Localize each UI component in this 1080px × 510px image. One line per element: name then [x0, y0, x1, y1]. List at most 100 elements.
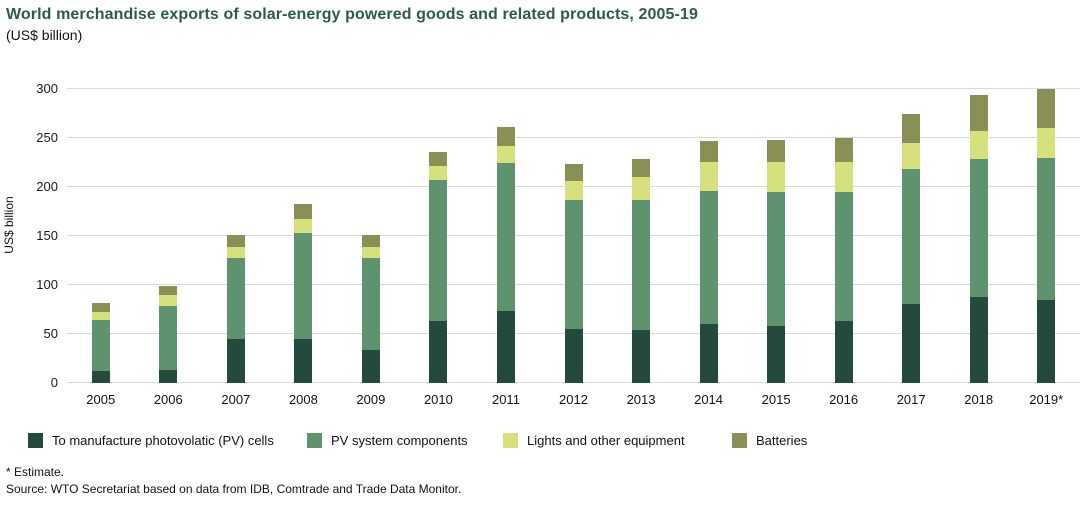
y-tick-250: 250	[36, 130, 58, 145]
bar-segment	[564, 181, 583, 200]
x-tick-2012: 2012	[559, 392, 588, 407]
legend-label: To manufacture photovolatic (PV) cells	[52, 433, 274, 448]
y-tick-0: 0	[50, 375, 58, 390]
bar-segment	[834, 161, 853, 192]
x-tick-2007: 2007	[221, 392, 251, 407]
bar-segment	[429, 180, 448, 322]
bar-segment	[564, 163, 583, 182]
legend-item: Lights and other equipment	[503, 433, 685, 448]
bar-segment	[1037, 89, 1056, 129]
x-tick-2008: 2008	[288, 392, 318, 407]
bar-segment	[767, 191, 786, 327]
bar-segment	[632, 177, 651, 200]
bar-segment	[496, 311, 515, 383]
bar-segment	[226, 235, 245, 247]
y-tick-100: 100	[36, 277, 58, 292]
bar-segment	[294, 203, 313, 220]
bar-2007	[226, 235, 245, 383]
bar-segment	[632, 199, 651, 331]
bar-segment	[361, 257, 380, 350]
bar-segment	[902, 113, 921, 143]
bar-segment	[834, 321, 853, 383]
bar-segment	[226, 338, 245, 383]
x-tick-2005: 2005	[86, 392, 116, 407]
bar-2008	[294, 203, 313, 383]
bar-segment	[969, 296, 988, 383]
bar-segment	[159, 370, 178, 383]
bar-segment	[699, 324, 718, 383]
bar-2013	[632, 158, 651, 383]
gridline-300	[67, 88, 1080, 89]
bar-segment	[226, 257, 245, 339]
legend-label: PV system components	[331, 433, 468, 448]
bar-segment	[902, 142, 921, 170]
bar-segment	[902, 169, 921, 304]
x-tick-2018: 2018	[964, 392, 994, 407]
gridline-250	[67, 137, 1080, 138]
y-tick-50: 50	[43, 326, 58, 341]
x-tick-2006: 2006	[153, 392, 183, 407]
legend: To manufacture photovolatic (PV) cells PV…	[0, 433, 1080, 451]
bar-2005	[91, 302, 110, 383]
bar-segment	[159, 305, 178, 371]
bar-segment	[1037, 299, 1056, 383]
bar-2010	[429, 151, 448, 383]
bar-segment	[699, 140, 718, 162]
bar-segment	[91, 302, 110, 313]
bar-segment	[429, 166, 448, 181]
legend-item: Batteries	[732, 433, 807, 448]
bar-segment	[429, 151, 448, 167]
bar-segment	[834, 138, 853, 162]
bar-segment	[496, 127, 515, 146]
x-axis: 2005 2006 2007 2008 2009 2010 2011 2012 2013 2014…	[67, 392, 1080, 410]
bar-segment	[767, 140, 786, 162]
bar-segment	[361, 246, 380, 258]
legend-swatch	[307, 433, 322, 448]
bar-2011	[496, 127, 515, 383]
bar-segment	[429, 321, 448, 383]
y-axis: 0 50 100 150 200 250 300	[0, 81, 58, 390]
bar-2017	[902, 113, 921, 383]
bar-segment	[361, 349, 380, 383]
bar-segment	[969, 158, 988, 297]
x-tick-2009: 2009	[356, 392, 386, 407]
bar-segment	[969, 131, 988, 159]
bar-2014	[699, 140, 718, 383]
x-tick-2013: 2013	[626, 392, 656, 407]
bar-segment	[699, 161, 718, 191]
bar-segment	[496, 145, 515, 163]
legend-item: To manufacture photovolatic (PV) cells	[28, 433, 274, 448]
x-tick-2019: 2019*	[1029, 392, 1064, 407]
y-tick-150: 150	[36, 228, 58, 243]
bar-segment	[1037, 128, 1056, 158]
footnote-estimate: * Estimate.	[6, 465, 65, 479]
plot-area	[67, 88, 1080, 383]
bar-segment	[767, 161, 786, 192]
bar-segment	[632, 330, 651, 383]
bar-2009	[361, 235, 380, 383]
bar-segment	[902, 303, 921, 383]
bar-segment	[91, 371, 110, 383]
chart-subtitle: (US$ billion)	[6, 27, 83, 43]
x-tick-2011: 2011	[491, 392, 520, 407]
legend-swatch	[503, 433, 518, 448]
chart-title: World merchandise exports of solar-energ…	[6, 6, 698, 23]
bar-segment	[226, 246, 245, 258]
bar-segment	[564, 199, 583, 330]
bar-2006	[159, 286, 178, 383]
legend-item: PV system components	[307, 433, 468, 448]
bar-segment	[767, 326, 786, 383]
bar-segment	[159, 294, 178, 306]
bar-2018	[969, 94, 988, 383]
bar-segment	[91, 312, 110, 321]
bar-2012	[564, 163, 583, 383]
bar-2019	[1037, 89, 1056, 383]
x-tick-2016: 2016	[829, 392, 859, 407]
bar-segment	[969, 94, 988, 132]
legend-label: Batteries	[756, 433, 808, 448]
x-tick-2017: 2017	[896, 392, 926, 407]
bar-2015	[767, 140, 786, 383]
bar-2016	[834, 138, 853, 383]
footnote-source: Source: WTO Secretariat based on data fr…	[6, 482, 462, 496]
